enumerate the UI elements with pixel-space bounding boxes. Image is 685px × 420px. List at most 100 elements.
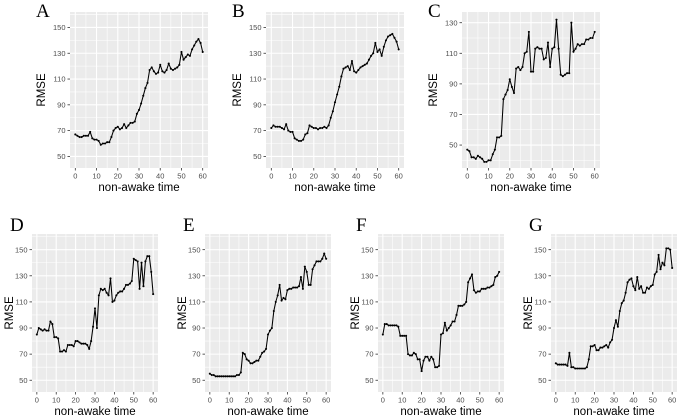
data-point xyxy=(210,373,213,377)
data-point xyxy=(136,260,139,263)
data-point xyxy=(472,289,476,292)
data-point xyxy=(563,73,567,76)
data-point xyxy=(653,273,656,276)
data-point xyxy=(97,139,100,142)
data-point xyxy=(428,359,431,362)
data-point xyxy=(459,304,462,307)
data-point xyxy=(105,291,108,294)
data-point xyxy=(647,287,650,290)
data-point xyxy=(68,343,71,347)
data-point xyxy=(544,56,547,59)
data-point xyxy=(193,44,196,47)
data-point xyxy=(370,54,373,57)
data-point xyxy=(307,283,310,286)
data-point xyxy=(331,110,334,113)
data-point xyxy=(469,277,472,280)
y-tick-label: 90 xyxy=(19,324,27,333)
data-point xyxy=(618,309,621,313)
data-point xyxy=(383,323,386,326)
data-point xyxy=(391,32,394,35)
x-tick-label: 10 xyxy=(571,396,579,405)
data-point xyxy=(294,286,297,289)
data-point xyxy=(485,160,488,163)
data-point xyxy=(191,48,194,51)
x-tick-label: 10 xyxy=(52,396,60,405)
data-point xyxy=(195,40,198,43)
data-point xyxy=(72,345,75,348)
data-point xyxy=(70,343,73,347)
data-point xyxy=(549,66,552,69)
data-point xyxy=(125,126,128,130)
data-point xyxy=(132,257,135,260)
panel-letter-label: F xyxy=(356,215,367,236)
y-tick-label: 110 xyxy=(250,75,262,84)
data-point xyxy=(257,359,260,362)
x-tick-label: 0 xyxy=(554,396,558,405)
y-tick-label: 90 xyxy=(192,324,200,333)
data-point xyxy=(553,46,556,49)
y-tick-label: 90 xyxy=(57,100,65,109)
data-point xyxy=(134,259,137,262)
data-point xyxy=(118,128,121,131)
data-point xyxy=(470,273,474,276)
data-point xyxy=(378,48,381,51)
data-point xyxy=(323,252,326,255)
data-point xyxy=(66,343,69,347)
y-tick-label: 90 xyxy=(365,324,373,333)
data-point xyxy=(465,300,468,303)
data-point xyxy=(587,38,590,41)
data-point xyxy=(542,58,545,61)
data-point xyxy=(319,126,322,130)
data-point xyxy=(86,134,90,137)
data-point xyxy=(463,303,466,306)
data-point xyxy=(540,47,543,50)
data-point xyxy=(157,71,160,74)
data-point xyxy=(297,285,301,288)
x-tick-label: 40 xyxy=(456,396,464,405)
data-point xyxy=(117,291,120,294)
data-point xyxy=(493,148,496,151)
y-tick-label: 150 xyxy=(15,245,28,254)
data-point xyxy=(296,286,299,289)
data-point xyxy=(534,47,537,50)
data-point xyxy=(426,355,429,358)
data-point xyxy=(414,353,417,356)
data-point xyxy=(570,21,573,24)
data-point xyxy=(64,350,67,353)
data-point xyxy=(291,130,294,133)
data-point xyxy=(667,247,670,250)
data-point xyxy=(154,72,158,75)
y-tick-label: 110 xyxy=(189,298,201,307)
data-point xyxy=(387,35,390,38)
data-point xyxy=(384,39,388,42)
x-tick-label: 60 xyxy=(395,172,403,181)
data-point xyxy=(568,72,571,75)
data-point xyxy=(510,85,513,88)
panel-letter-label: G xyxy=(529,215,543,236)
data-point xyxy=(312,126,315,130)
data-point xyxy=(84,134,87,137)
data-point xyxy=(628,278,631,281)
y-tick-label: 50 xyxy=(57,152,65,161)
data-point xyxy=(212,373,215,377)
data-point xyxy=(397,325,400,328)
data-point xyxy=(502,98,505,101)
data-point xyxy=(308,124,311,127)
y-tick-label: 150 xyxy=(249,23,262,32)
y-axis-label: RMSE xyxy=(4,296,16,330)
data-point xyxy=(93,138,96,141)
data-point xyxy=(218,375,221,378)
x-tick-label: 20 xyxy=(417,396,425,405)
data-point xyxy=(605,343,608,347)
data-point xyxy=(78,341,81,344)
data-point xyxy=(144,260,147,263)
panel-letter-label: A xyxy=(36,1,50,22)
data-point xyxy=(93,307,97,310)
data-point xyxy=(589,345,592,348)
data-point xyxy=(585,38,588,41)
data-point xyxy=(489,159,492,162)
data-point xyxy=(120,126,124,130)
data-point xyxy=(89,130,92,133)
x-tick-label: 50 xyxy=(130,396,138,405)
data-point xyxy=(353,70,356,73)
